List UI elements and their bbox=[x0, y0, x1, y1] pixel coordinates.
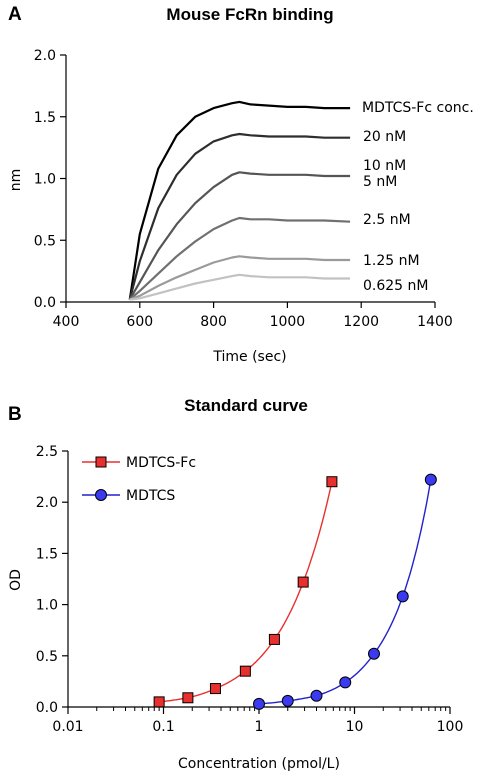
panel-a-series-line bbox=[128, 100, 351, 300]
panel-b-circle-point bbox=[339, 676, 352, 689]
panel-a-title: Mouse FcRn binding bbox=[166, 5, 333, 24]
panel-a-series-line bbox=[129, 255, 351, 301]
panel-b-x-tick-label: 10 bbox=[346, 719, 364, 735]
panel-a-y-tick-label: 2.0 bbox=[34, 48, 56, 64]
panel-b-square-point bbox=[182, 692, 194, 704]
panel-b-x-tick-label: 0.01 bbox=[52, 719, 83, 735]
panel-a-series-label: 0.625 nM bbox=[363, 278, 428, 294]
panel-a-legend-title: MDTCS-Fc conc. bbox=[362, 100, 474, 116]
panel-b-legend-label: MDTCS bbox=[126, 488, 175, 504]
panel-a-y-tick-label: 0.0 bbox=[34, 295, 56, 311]
panel-b-legend-square bbox=[95, 456, 107, 468]
panel-b-x-tick-label: 100 bbox=[437, 719, 464, 735]
panel-b-square-point bbox=[209, 683, 221, 695]
panel-b-circle-point bbox=[396, 590, 409, 603]
panel-a-series-label: 2.5 nM bbox=[363, 212, 411, 228]
panel-b-legend-circle bbox=[95, 489, 107, 501]
panel-a-series-line bbox=[129, 273, 351, 301]
panel-b-circle-point bbox=[367, 647, 380, 660]
panel-b-circle-point bbox=[281, 694, 294, 707]
panel-a-series-label: 20 nM bbox=[363, 129, 406, 145]
panel-b-circle-point bbox=[253, 697, 265, 710]
panel-a-x-tick-label: 400 bbox=[53, 314, 80, 330]
panel-b-points bbox=[153, 473, 437, 710]
panel-b: B Standard curve 0.01 0.1 1 10 100 0.0 0.5 1.0 1… bbox=[8, 396, 463, 772]
panel-b-x-tick-label: 1 bbox=[255, 719, 264, 735]
panel-a-x-tick-label: 1200 bbox=[343, 314, 379, 330]
panel-a-series-labels: 20 nM 10 nM5 nM 2.5 nM 1.25 nM 0.625 nM bbox=[363, 129, 428, 294]
panel-a-x-tick-label: 1400 bbox=[417, 314, 453, 330]
panel-b-y-tick-label: 1.0 bbox=[36, 598, 58, 614]
panel-b-square-point bbox=[239, 665, 251, 677]
panel-a-y-label: nm bbox=[8, 169, 24, 192]
panel-b-y-tick-label: 2.0 bbox=[36, 495, 58, 511]
panel-a-series-label: 10 nM bbox=[363, 158, 406, 174]
panel-b-title: Standard curve bbox=[184, 396, 308, 415]
panel-b-square-point bbox=[297, 576, 309, 588]
panel-b-square-point bbox=[326, 476, 338, 488]
panel-b-y-label: OD bbox=[8, 569, 24, 591]
panel-a-letter: A bbox=[8, 4, 22, 25]
panel-b-fit-curves bbox=[159, 479, 432, 705]
panel-b-circle-point bbox=[424, 473, 437, 486]
panel-b-circle-point bbox=[310, 689, 323, 702]
panel-b-x-tick-label: 0.1 bbox=[152, 719, 174, 735]
panel-a: A Mouse FcRn binding 400 600 800 1000 1200 14… bbox=[8, 4, 474, 365]
panel-b-letter: B bbox=[8, 404, 22, 425]
panel-a-x-tick-label: 800 bbox=[200, 314, 227, 330]
panel-a-x-label: Time (sec) bbox=[212, 349, 286, 365]
panel-a-series bbox=[128, 100, 351, 301]
panel-a-ticks: 400 600 800 1000 1200 1400 0.0 0.5 1.0 1.5 2.0 bbox=[34, 48, 453, 330]
panel-a-y-tick-label: 0.5 bbox=[34, 233, 56, 249]
panel-a-series-line bbox=[128, 171, 351, 301]
panel-a-series-line bbox=[129, 216, 351, 301]
panel-b-y-tick-label: 0.0 bbox=[36, 700, 58, 716]
panel-b-square-point bbox=[268, 633, 280, 645]
panel-b-y-tick-label: 2.5 bbox=[36, 444, 58, 460]
panel-b-y-tick-label: 1.5 bbox=[36, 546, 58, 562]
panel-a-series-line bbox=[128, 132, 351, 300]
panel-a-series-label: 1.25 nM bbox=[363, 253, 420, 269]
panel-b-x-label: Concentration (pmol/L) bbox=[178, 756, 340, 772]
panel-b-square-point bbox=[153, 696, 165, 708]
panel-b-ticks: 0.01 0.1 1 10 100 0.0 0.5 1.0 1.5 2.0 2.5 bbox=[36, 444, 464, 735]
panel-b-legend: MDTCS-Fc MDTCS bbox=[82, 455, 196, 504]
panel-b-y-tick-label: 0.5 bbox=[36, 649, 58, 665]
panel-a-x-tick-label: 1000 bbox=[270, 314, 306, 330]
panel-a-x-tick-label: 600 bbox=[126, 314, 153, 330]
panel-a-series-label: 5 nM bbox=[363, 174, 397, 190]
panel-a-y-tick-label: 1.5 bbox=[34, 110, 56, 126]
panel-b-legend-label: MDTCS-Fc bbox=[126, 455, 196, 471]
panel-a-y-tick-label: 1.0 bbox=[34, 172, 56, 188]
